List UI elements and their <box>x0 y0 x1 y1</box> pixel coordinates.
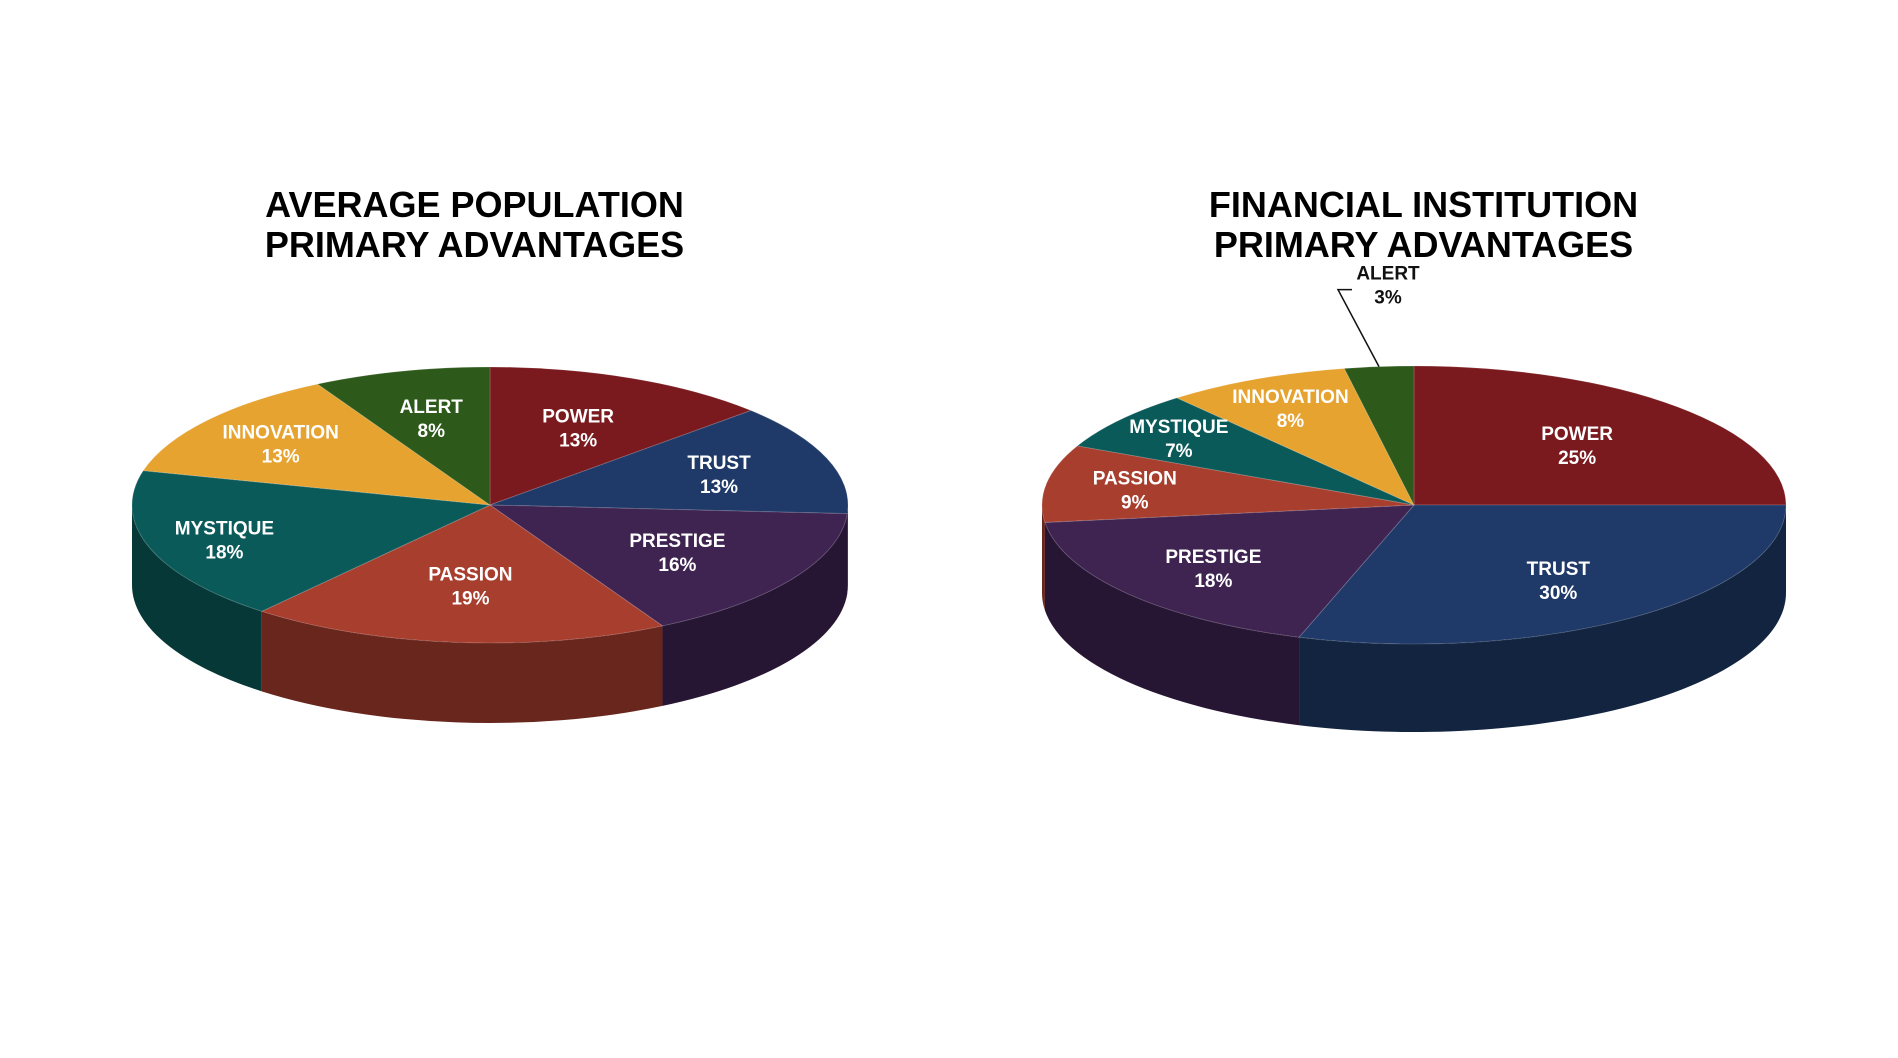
pie-side-mystique <box>132 505 262 692</box>
chart-title-line-2: PRIMARY ADVANTAGES <box>1213 224 1634 265</box>
chart-title-line-1: AVERAGE POPULATION <box>265 184 684 225</box>
pie-side-walls <box>132 505 848 723</box>
pie-chart-average-population: POWER 13% TRUST 13% PRESTIGE 16% PASSION 19% MYS… <box>131 366 849 723</box>
chart-title: FINANCIAL INSTITUTION PRIMARY ADVANTAGES <box>949 185 1898 265</box>
slice-value-passion: 19% <box>451 589 489 610</box>
pie-slice-trust <box>489 409 849 515</box>
slice-label-power: POWER <box>1541 424 1613 445</box>
slice-value-alert: 3% <box>1374 288 1402 309</box>
leader-line-alert <box>1336 288 1380 367</box>
slice-value-power: 25% <box>1558 448 1596 469</box>
slice-value-mystique: 7% <box>1165 441 1193 462</box>
slice-value-alert: 8% <box>418 421 446 442</box>
pie-labels: POWER 25% TRUST 30% PRESTIGE 18% PASSION 9% MYST… <box>1093 264 1614 605</box>
pie-labels: POWER 13% TRUST 13% PRESTIGE 16% PASSION 19% MYS… <box>175 397 751 610</box>
slice-value-innovation: 13% <box>262 446 300 467</box>
slice-label-innovation: INNOVATION <box>222 422 338 443</box>
slice-label-trust: TRUST <box>687 453 751 474</box>
slice-label-power: POWER <box>542 406 614 427</box>
pie-side-prestige <box>662 513 848 706</box>
slice-label-passion: PASSION <box>428 565 512 586</box>
pie-slice-innovation <box>1175 367 1416 507</box>
slice-label-prestige: PRESTIGE <box>1165 547 1261 568</box>
slice-label-alert: ALERT <box>400 397 464 418</box>
pie-slice-prestige <box>488 504 848 627</box>
slice-value-power: 13% <box>559 430 597 451</box>
pie-side-prestige <box>1044 522 1300 726</box>
slice-label-trust: TRUST <box>1527 559 1591 580</box>
pie-top-faces <box>131 366 849 644</box>
chart-title: AVERAGE POPULATION PRIMARY ADVANTAGES <box>0 185 949 265</box>
pie-slice-mystique <box>1076 397 1415 506</box>
pie-side-trust <box>847 505 848 594</box>
pie-slice-mystique <box>131 470 492 612</box>
slice-label-passion: PASSION <box>1093 468 1177 489</box>
slice-value-prestige: 16% <box>658 555 696 576</box>
slice-label-mystique: MYSTIQUE <box>1129 417 1228 438</box>
pie-slice-passion <box>1041 445 1415 523</box>
pie-slice-prestige <box>1044 504 1416 638</box>
chart-financial-institution: FINANCIAL INSTITUTION PRIMARY ADVANTAGES… <box>949 0 1898 1058</box>
chart-title-line-1: FINANCIAL INSTITUTION <box>1208 184 1639 225</box>
pie-slice-power <box>489 366 753 506</box>
slice-value-trust: 30% <box>1539 583 1577 604</box>
pie-chart-financial-institution: POWER 25% TRUST 30% PRESTIGE 18% PASSION 9% MYST… <box>1041 264 1787 732</box>
slice-value-passion: 9% <box>1121 492 1149 513</box>
pie-slice-innovation <box>142 383 492 506</box>
pie-slice-power <box>1413 365 1787 506</box>
pie-slice-alert <box>1343 365 1415 506</box>
pie-side-passion <box>1042 505 1045 611</box>
chart-average-population: AVERAGE POPULATION PRIMARY ADVANTAGES PO… <box>0 185 949 723</box>
slice-label-prestige: PRESTIGE <box>629 531 725 552</box>
pie-slice-passion <box>260 504 664 644</box>
slice-label-alert: ALERT <box>1356 264 1420 285</box>
slice-label-innovation: INNOVATION <box>1232 387 1348 408</box>
pie-slice-alert <box>316 366 491 506</box>
slice-value-innovation: 8% <box>1277 411 1305 432</box>
chart-title-line-2: PRIMARY ADVANTAGES <box>264 224 685 265</box>
pie-slice-trust <box>1298 504 1787 645</box>
pie-side-trust <box>1299 505 1786 732</box>
pie-top-faces <box>1041 365 1787 645</box>
pie-side-walls <box>1042 505 1786 732</box>
slice-value-mystique: 18% <box>205 542 243 563</box>
slice-value-trust: 13% <box>700 477 738 498</box>
slice-value-prestige: 18% <box>1194 571 1232 592</box>
pie-side-passion <box>261 611 663 723</box>
slice-label-mystique: MYSTIQUE <box>175 518 274 539</box>
